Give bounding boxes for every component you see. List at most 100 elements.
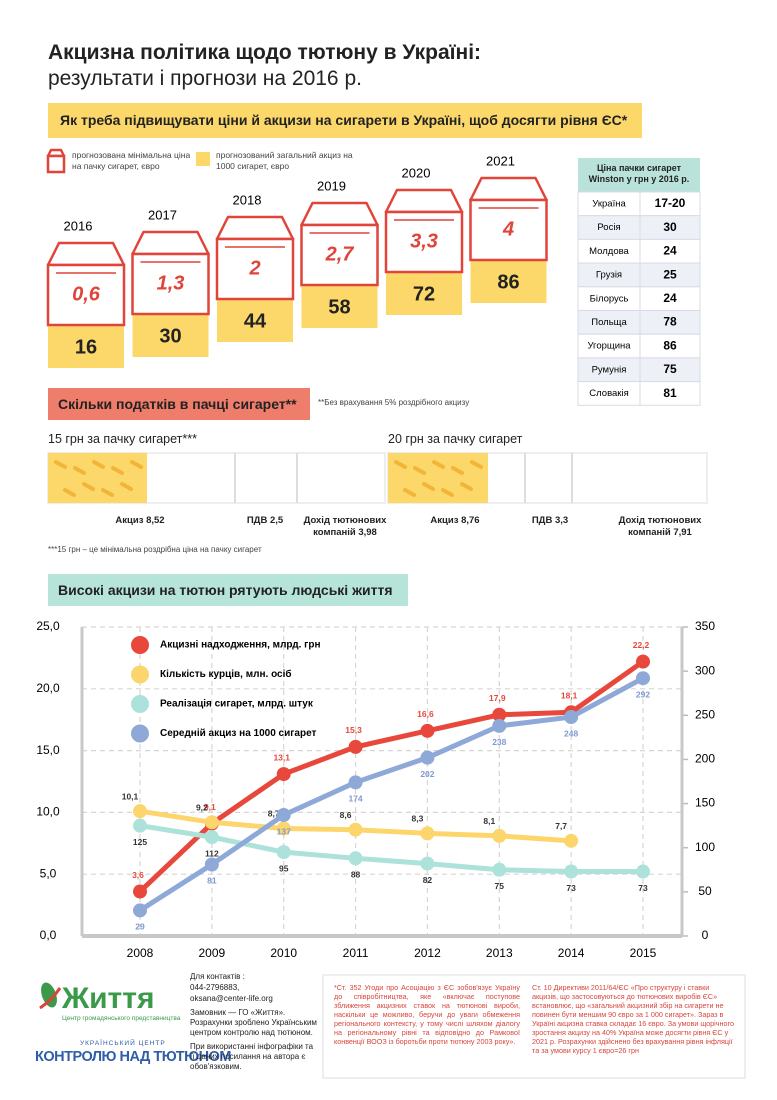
value-label: 29 [135,922,145,932]
year-label: 2019 [317,178,346,193]
pattern-dash [130,460,143,469]
series-line [137,659,646,895]
price-value: 3,3 [410,230,438,252]
point [348,775,363,790]
country: Україна [592,199,626,210]
point [204,815,219,830]
table-row [577,215,701,240]
y2-tick-label: 300 [695,663,715,677]
price: 24 [663,244,677,258]
point [133,804,147,819]
value-label: 8,1 [483,816,495,826]
value-label: 292 [636,689,650,699]
year-label: 2017 [148,207,177,222]
point [564,864,579,879]
pattern-dash [120,482,133,491]
tax-note: **Без врахування 5% роздрібного акцизу [318,398,470,407]
legend-price: прогнозована мінімальна ціна на пачку си… [72,150,191,171]
note: Ст. 10 Директиви 2011/64/ЄС «Про структу… [532,983,734,1055]
country: Польща [591,317,627,328]
banner-text: Скільки податків в пачці сигарет** [58,396,297,412]
pattern-dash [403,488,416,497]
price-box [131,230,210,316]
price-box [469,176,548,262]
x-tick-label: 2013 [486,946,513,960]
year-label: 2020 [402,165,431,180]
y-tick-label: 25,0 [36,619,60,633]
box-front [46,263,126,327]
point [204,830,219,845]
point [492,718,507,733]
note: *Ст. 352 Угоди про Асоціацію з ЄС зобов'… [334,983,520,1046]
excise-value: 16 [75,336,97,358]
price-box [215,215,295,301]
box-lid [469,176,548,202]
pattern-dash [101,488,114,497]
title: Акцизна політика щодо тютюну в Україні: [48,41,482,64]
value-label: 16,6 [417,709,434,719]
table-row [577,381,701,406]
legend-excise-icon [196,152,210,166]
price-box [300,201,379,287]
price-box [384,188,464,274]
price-box [46,241,126,327]
table-header: Ціна пачки сигарет Winston у грн у 2016 … [588,163,690,185]
point [204,857,219,872]
part-label: Дохід тютюнових компаній 3,98 [303,515,387,538]
price: 30 [663,220,677,234]
year-label: 2018 [233,192,262,207]
point [133,884,147,899]
y2-tick-label: 150 [695,796,715,810]
logo-name: Життя [62,982,155,1015]
price: 78 [663,315,677,329]
logo-tagline: Центр громадянського представництва [62,1015,181,1022]
legend-label: Середній акциз на 1000 сигарет [160,728,317,739]
value-label: 8,7 [268,809,280,819]
contact-line: Для контактів : [190,972,245,981]
value-label: 73 [566,883,576,893]
box-front [131,252,210,316]
pattern-dash [111,466,124,475]
value-label: 95 [279,863,289,873]
point [492,862,507,877]
point [420,826,435,841]
center-name: КОНТРОЛЮ НАД ТЮТЮНОМ [35,1049,231,1065]
part-label: Дохід тютюнових компаній 7,91 [618,515,702,538]
price: 25 [663,267,677,281]
pattern-dash [422,482,435,491]
legend-label: Кількість курців, млн. осіб [160,668,292,680]
country: Росія [597,222,620,233]
point [276,821,291,836]
value-label: 81 [207,876,217,886]
point [348,851,363,866]
country: Румунія [592,364,627,375]
legend-label: Реалізація сигарет, млрд. штук [160,699,314,710]
value-label: 13,1 [273,752,290,762]
box-front [46,154,66,174]
point [420,856,435,871]
x-tick-label: 2015 [630,946,657,960]
pattern-dash [441,488,454,497]
part-label: ПДВ 3,3 [531,515,569,526]
pattern-dash [82,482,95,491]
part-label: Акциз 8,76 [430,515,480,526]
value-label: 137 [277,826,291,836]
country: Грузія [596,270,622,281]
pattern-dash [432,460,445,469]
part-label: Акциз 8,52 [115,515,165,526]
x-tick-label: 2014 [558,946,585,960]
y2-tick-label: 250 [695,707,715,721]
value-label: 9,1 [204,802,216,812]
y2-tick-label: 50 [698,884,712,898]
pattern-dash [54,460,67,469]
x-tick-label: 2009 [199,946,226,960]
y-tick-label: 10,0 [36,805,60,819]
point [276,767,291,782]
legend-label: Акцизні надходження, млрд. грн [160,640,321,651]
y2-tick-label: 200 [695,752,715,766]
banner-text: Високі акцизи на тютюн рятують людські ж… [58,582,393,598]
center-top: УКРАЇНСЬКИЙ ЦЕНТР [80,1040,166,1047]
customer: Замовник — ГО «Життя». Розрахунки зробле… [190,1008,317,1037]
country: Білорусь [590,293,629,304]
